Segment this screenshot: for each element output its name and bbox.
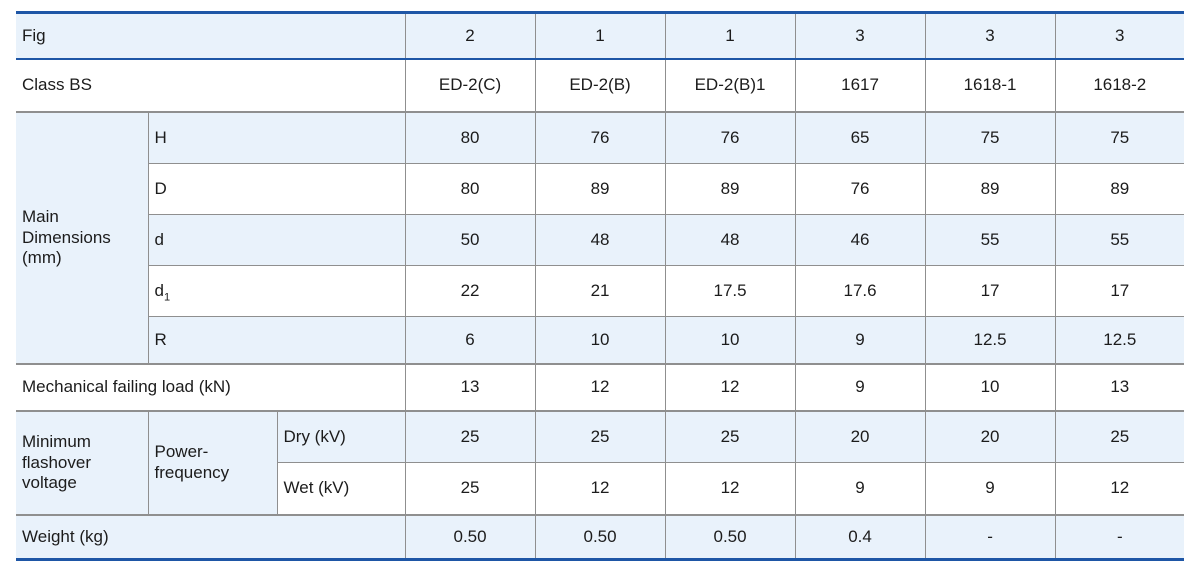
mechanical-load-label: Mechanical failing load (kN): [16, 363, 406, 412]
mechanical-load-value: 12: [664, 363, 796, 412]
mechanical-load-value: 10: [924, 363, 1056, 412]
dim-value: 17.6: [794, 265, 926, 317]
wet-value: 12: [664, 462, 796, 516]
fig-value: 1: [534, 12, 666, 60]
dimension-row-d-lower: d 50 48 48 46 55 55: [16, 214, 1185, 266]
dim-value: 50: [404, 214, 536, 266]
dim-value: 22: [404, 265, 536, 317]
dim-row-label-subscript: 1: [163, 291, 171, 304]
dim-row-label: d: [154, 280, 164, 300]
flashover-label-text: Minimum flashover voltage: [22, 431, 91, 493]
dim-row-label: H: [147, 111, 406, 164]
fig-value: 2: [404, 12, 536, 60]
dry-value: 20: [924, 410, 1056, 463]
class-bs-row: Class BS ED-2(C) ED-2(B) ED-2(B)1 1617 1…: [16, 58, 1185, 113]
mechanical-load-value: 9: [794, 363, 926, 412]
dim-value: 12.5: [924, 316, 1056, 365]
dim-value: 80: [404, 111, 536, 164]
dry-value: 25: [404, 410, 536, 463]
mechanical-load-value: 12: [534, 363, 666, 412]
weight-value: -: [924, 514, 1056, 560]
dim-value: 76: [794, 163, 926, 215]
dim-value: 10: [664, 316, 796, 365]
dim-value: 55: [924, 214, 1056, 266]
fig-value: 1: [664, 12, 796, 60]
wet-value: 25: [404, 462, 536, 516]
wet-value: 9: [794, 462, 926, 516]
wet-value: 12: [534, 462, 666, 516]
fig-value: 3: [794, 12, 926, 60]
dim-value: 6: [404, 316, 536, 365]
dim-value: 89: [1054, 163, 1185, 215]
dim-value: 75: [1054, 111, 1185, 164]
dim-value: 89: [534, 163, 666, 215]
dim-row-label: R: [147, 316, 406, 365]
weight-label: Weight (kg): [16, 514, 406, 560]
dim-value: 76: [664, 111, 796, 164]
dimension-row-h: Main Dimensions (mm) H 80 76 76 65 75 75: [16, 111, 1185, 365]
dim-value: 65: [794, 111, 926, 164]
fig-row-label: Fig: [16, 12, 406, 60]
dim-row-label: d: [147, 214, 406, 266]
dry-label: Dry (kV): [276, 410, 406, 463]
main-dimensions-label-text: Main Dimensions (mm): [22, 206, 111, 268]
fig-row: Fig 2 1 1 3 3 3: [16, 12, 1185, 60]
dim-value: 76: [534, 111, 666, 164]
class-bs-value: 1618-2: [1054, 58, 1185, 113]
weight-value: 0.50: [534, 514, 666, 560]
dim-value: 48: [664, 214, 796, 266]
dim-value: 80: [404, 163, 536, 215]
class-bs-row-label: Class BS: [16, 58, 406, 113]
mechanical-load-value: 13: [404, 363, 536, 412]
dimension-row-d-upper: D 80 89 89 76 89 89: [16, 163, 1185, 215]
class-bs-value: ED-2(B)1: [664, 58, 796, 113]
dim-value: 89: [924, 163, 1056, 215]
flashover-dry-row: Minimum flashover voltage Power-frequenc…: [16, 410, 1185, 516]
class-bs-value: 1618-1: [924, 58, 1056, 113]
dim-value: 55: [1054, 214, 1185, 266]
dim-value: 17.5: [664, 265, 796, 317]
mechanical-load-row: Mechanical failing load (kN) 13 12 12 9 …: [16, 363, 1185, 412]
dim-value: 21: [534, 265, 666, 317]
dry-value: 20: [794, 410, 926, 463]
dry-value: 25: [534, 410, 666, 463]
weight-value: 0.50: [664, 514, 796, 560]
dry-value: 25: [664, 410, 796, 463]
dim-value: 17: [924, 265, 1056, 317]
dimension-row-d1: d1 22 21 17.5 17.6 17 17: [16, 265, 1185, 317]
class-bs-value: ED-2(C): [404, 58, 536, 113]
flashover-label: Minimum flashover voltage: [16, 410, 149, 516]
weight-value: 0.50: [404, 514, 536, 560]
dim-value: 12.5: [1054, 316, 1185, 365]
class-bs-value: 1617: [794, 58, 926, 113]
main-dimensions-label: Main Dimensions (mm): [16, 111, 149, 365]
spec-table: Fig 2 1 1 3 3 3 Class BS ED-2(C) ED-2(B)…: [16, 11, 1185, 561]
weight-value: 0.4: [794, 514, 926, 560]
wet-value: 12: [1054, 462, 1185, 516]
weight-value: -: [1054, 514, 1185, 560]
weight-row: Weight (kg) 0.50 0.50 0.50 0.4 - -: [16, 514, 1185, 560]
dim-row-label: D: [147, 163, 406, 215]
power-frequency-label: Power-frequency: [147, 410, 278, 516]
dim-value: 89: [664, 163, 796, 215]
dim-value: 46: [794, 214, 926, 266]
class-bs-value: ED-2(B): [534, 58, 666, 113]
dim-row-label-d1: d1: [147, 265, 406, 317]
dim-value: 48: [534, 214, 666, 266]
page: Fig 2 1 1 3 3 3 Class BS ED-2(C) ED-2(B)…: [16, 11, 1185, 561]
wet-label: Wet (kV): [276, 462, 406, 516]
dim-value: 10: [534, 316, 666, 365]
dim-value: 17: [1054, 265, 1185, 317]
dim-value: 9: [794, 316, 926, 365]
mechanical-load-value: 13: [1054, 363, 1185, 412]
wet-value: 9: [924, 462, 1056, 516]
dry-value: 25: [1054, 410, 1185, 463]
dimension-row-r: R 6 10 10 9 12.5 12.5: [16, 316, 1185, 365]
fig-value: 3: [924, 12, 1056, 60]
dim-value: 75: [924, 111, 1056, 164]
fig-value: 3: [1054, 12, 1185, 60]
